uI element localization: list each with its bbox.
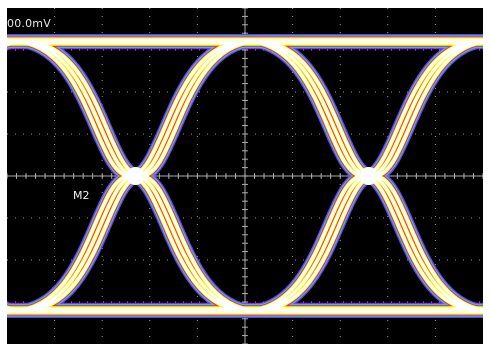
eye-diagram-plot [7, 8, 483, 344]
scope-screen: 00.0mV M2 [7, 8, 483, 344]
marker-label-m2: M2 [73, 189, 90, 202]
eye-crossing-point [126, 167, 145, 185]
vertical-scale-label: 00.0mV [7, 17, 51, 30]
eye-crossing-point [359, 167, 378, 185]
